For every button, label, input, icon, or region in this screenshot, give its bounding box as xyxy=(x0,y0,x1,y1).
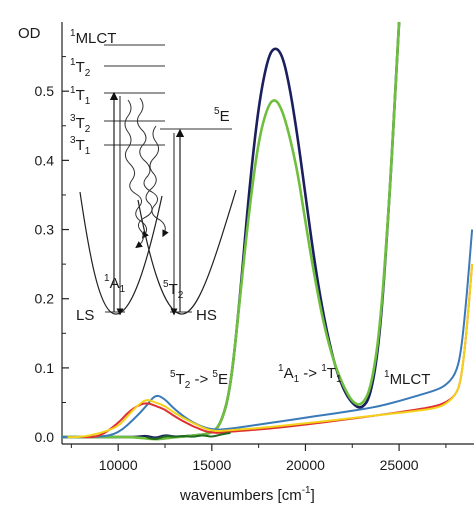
y-tick-label: 0.0 xyxy=(35,429,55,445)
energy-level-labels: 1MLCT 1T2 1T1 3T2 3T1 5E 1A1 5T2 LS HS xyxy=(70,28,230,324)
x-axis-title-main: wavenumbers [cm xyxy=(179,487,302,504)
y-tick-label: 0.4 xyxy=(35,152,55,168)
x-tick-label: 15000 xyxy=(192,457,231,473)
level-1mlct-label: 1MLCT xyxy=(70,28,116,47)
series-line-2 xyxy=(62,21,401,441)
annotation-1mlct: 1MLCT xyxy=(384,369,430,388)
hs-label: HS xyxy=(196,307,217,324)
series-line-5 xyxy=(67,264,474,439)
series-line-1 xyxy=(62,21,401,439)
relaxation-wavy-arrow-3 xyxy=(135,125,160,249)
y-tick-label: 0.1 xyxy=(35,360,55,376)
level-3t2-label: 3T2 xyxy=(70,113,91,135)
annotation-5t2-5e: 5T2 -> 5E xyxy=(170,369,228,391)
annotation-1a1-1t1: 1A1 -> 1T1 xyxy=(278,363,342,385)
x-tick-label: 10000 xyxy=(99,457,138,473)
x-axis-title-sup: -1 xyxy=(302,485,311,496)
y-tick-label: 0.2 xyxy=(35,291,55,307)
x-tick-label: 25000 xyxy=(380,457,419,473)
series-line-3 xyxy=(62,229,474,439)
level-5e-label: 5E xyxy=(214,106,230,125)
x-axis-title-end: ] xyxy=(311,487,315,504)
hs-potential-well xyxy=(137,189,237,315)
inset-energy-diagram: 1MLCT 1T2 1T1 3T2 3T1 5E 1A1 5T2 LS HS xyxy=(70,28,237,324)
series-layer xyxy=(62,21,474,441)
relaxation-wavy-arrow-1 xyxy=(124,99,149,239)
x-axis-title: wavenumbers [cm-1] xyxy=(179,485,315,504)
y-axis-ticks: 0.0 0.1 0.2 0.3 0.4 0.5 xyxy=(35,56,69,445)
level-1t2-label: 1T2 xyxy=(70,57,91,79)
ground-ls-label: 1A1 xyxy=(104,273,126,295)
y-axis-title: OD xyxy=(18,25,41,42)
series-line-6 xyxy=(146,431,231,441)
relaxation-wavy-arrow-2 xyxy=(136,97,169,238)
x-axis-ticks: 10000 15000 20000 25000 xyxy=(70,444,447,473)
y-tick-label: 0.3 xyxy=(35,222,55,238)
plot-frame xyxy=(61,22,474,445)
x-tick-label: 20000 xyxy=(286,457,325,473)
ls-potential-well xyxy=(79,191,163,315)
ls-label: LS xyxy=(76,307,94,324)
ground-hs-label: 5T2 xyxy=(163,279,184,301)
level-1t1-label: 1T1 xyxy=(70,85,91,107)
energy-levels xyxy=(104,44,232,313)
y-tick-label: 0.5 xyxy=(35,83,55,99)
series-line-4 xyxy=(80,264,474,439)
level-3t1-label: 3T1 xyxy=(70,135,91,157)
